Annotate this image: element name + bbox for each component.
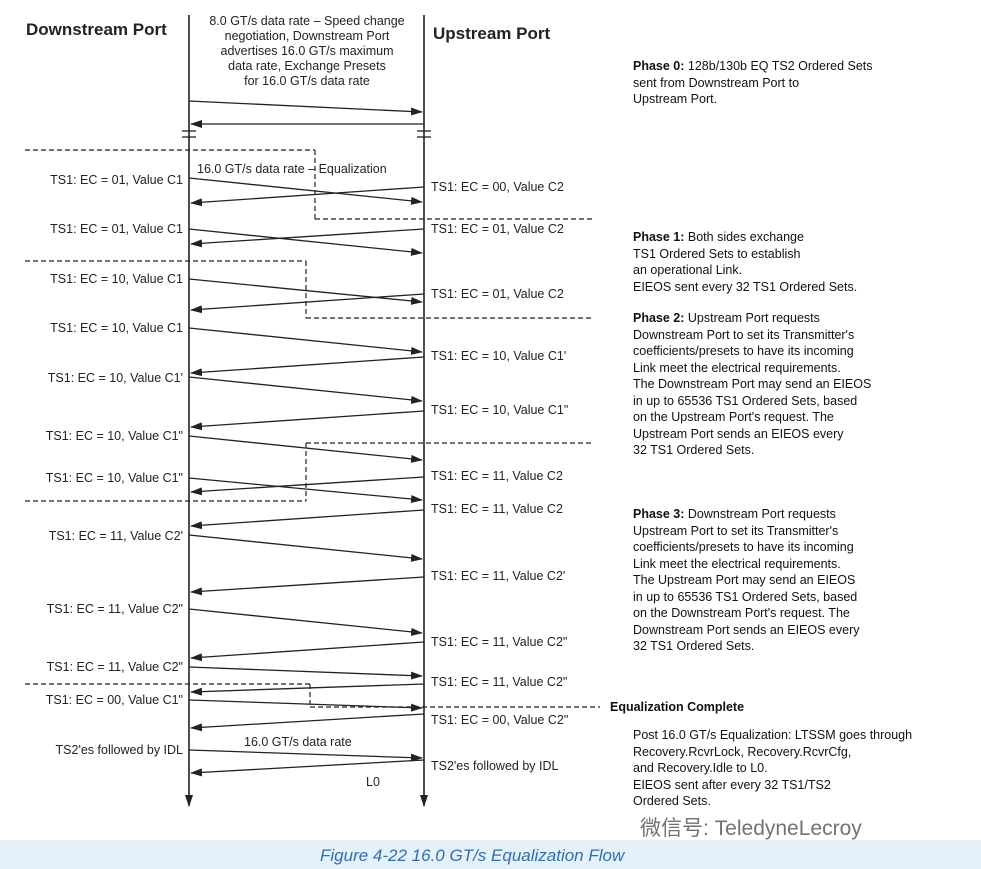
phase-0-note: Phase 0: 128b/130b EQ TS2 Ordered Sets s… — [633, 58, 873, 108]
message-arrow-to-upstream — [188, 477, 423, 503]
upstream-message-label: TS1: EC = 10, Value C1" — [431, 403, 569, 417]
message-arrow-to-upstream — [188, 749, 423, 762]
sequence-diagram — [25, 15, 600, 807]
watermark: 微信号: TeledyneLecroy — [640, 817, 862, 840]
message-arrow-to-downstream — [190, 356, 425, 377]
downstream-message-label: TS1: EC = 10, Value C1" — [45, 471, 183, 485]
message-arrow-to-upstream — [188, 327, 423, 355]
message-arrow-to-downstream — [190, 713, 425, 732]
message-arrow-to-upstream — [188, 100, 423, 116]
phase-2-note: Phase 2: Upstream Port requests Downstre… — [633, 310, 871, 459]
downstream-message-label: TS1: EC = 11, Value C2' — [48, 529, 183, 543]
message-arrow-to-downstream — [190, 476, 425, 496]
post-equalization-note: Post 16.0 GT/s Equalization: LTSSM goes … — [633, 728, 913, 808]
speed-negotiation-note: 8.0 GT/s data rate – Speed change negoti… — [209, 14, 405, 88]
data-rate-label: 16.0 GT/s data rate — [244, 735, 352, 749]
message-arrow-to-upstream — [188, 278, 423, 305]
downstream-message-label: TS1: EC = 01, Value C1 — [50, 222, 183, 236]
message-arrow-to-downstream — [190, 509, 425, 530]
upstream-message-label: TS1: EC = 11, Value C2' — [431, 569, 566, 583]
upstream-message-label: TS1: EC = 00, Value C2 — [431, 180, 564, 194]
phase-1-text: Both sides exchange TS1 Ordered Sets to … — [633, 230, 858, 294]
message-arrow-to-downstream — [190, 576, 425, 596]
message-arrow-to-upstream — [188, 376, 423, 404]
downstream-message-label: TS1: EC = 11, Value C2" — [46, 660, 183, 674]
upstream-message-label: TS1: EC = 11, Value C2 — [431, 502, 563, 516]
downstream-port-header: Downstream Port — [26, 20, 167, 39]
message-arrow-to-downstream — [190, 186, 425, 207]
message-arrow-to-downstream — [190, 641, 425, 662]
message-arrow-to-downstream — [190, 228, 425, 248]
upstream-message-label: TS1: EC = 11, Value C2" — [431, 675, 568, 689]
figure-caption-bar: Figure 4-22 16.0 GT/s Equalization Flow — [0, 840, 981, 869]
figure-caption: Figure 4-22 16.0 GT/s Equalization Flow — [320, 846, 625, 865]
downstream-message-label: TS2'es followed by IDL — [55, 743, 183, 757]
upstream-message-label: TS1: EC = 00, Value C2" — [431, 713, 569, 727]
message-arrow-to-upstream — [188, 666, 423, 680]
message-arrow-to-downstream — [190, 410, 425, 431]
upstream-message-label: TS1: EC = 01, Value C2 — [431, 222, 564, 236]
phase-2-text: Upstream Port requests Downstream Port t… — [633, 311, 872, 457]
downstream-message-label: TS1: EC = 00, Value C1" — [45, 693, 183, 707]
downstream-message-label: TS1: EC = 10, Value C1 — [50, 321, 183, 335]
message-arrow-to-upstream — [188, 177, 423, 205]
message-arrow-to-upstream — [188, 699, 423, 712]
upstream-message-label: TS1: EC = 01, Value C2 — [431, 287, 564, 301]
downstream-message-label: TS1: EC = 01, Value C1 — [50, 173, 183, 187]
l0-label: L0 — [366, 775, 380, 789]
phase-3-note: Phase 3: Downstream Port requests Upstre… — [633, 506, 859, 655]
downstream-message-label: TS1: EC = 10, Value C1 — [50, 272, 183, 286]
upstream-port-header: Upstream Port — [433, 24, 551, 43]
phase-3-text: Downstream Port requests Upstream Port t… — [633, 507, 860, 653]
upstream-message-label: TS1: EC = 11, Value C2" — [431, 635, 568, 649]
message-arrow-to-upstream — [188, 608, 423, 636]
equalization-title: 16.0 GT/s data rate – Equalization — [197, 162, 387, 176]
upstream-message-label: TS1: EC = 11, Value C2 — [431, 469, 563, 483]
message-arrow-to-upstream — [188, 228, 423, 256]
equalization-complete-label: Equalization Complete — [610, 700, 745, 714]
message-arrow-to-downstream — [190, 683, 425, 696]
phase-3-title: Phase 3: — [633, 507, 685, 521]
message-arrow-to-downstream — [190, 759, 425, 777]
phase-0-text: 128b/130b EQ TS2 Ordered Sets sent from … — [633, 59, 873, 106]
downstream-message-label: TS1: EC = 10, Value C1' — [47, 371, 183, 385]
upstream-message-label: TS1: EC = 10, Value C1' — [431, 349, 567, 363]
message-arrow-to-upstream — [188, 435, 423, 463]
phase-1-title: Phase 1: — [633, 230, 685, 244]
phase-1-note: Phase 1: Both sides exchange TS1 Ordered… — [633, 229, 857, 295]
message-arrow-to-upstream — [188, 534, 423, 562]
downstream-message-label: TS1: EC = 11, Value C2" — [46, 602, 183, 616]
phase-2-title: Phase 2: — [633, 311, 685, 325]
upstream-message-label: TS2'es followed by IDL — [431, 759, 559, 773]
downstream-message-label: TS1: EC = 10, Value C1" — [45, 429, 183, 443]
message-arrow-to-downstream — [190, 293, 425, 314]
phase-0-title: Phase 0: — [633, 59, 685, 73]
